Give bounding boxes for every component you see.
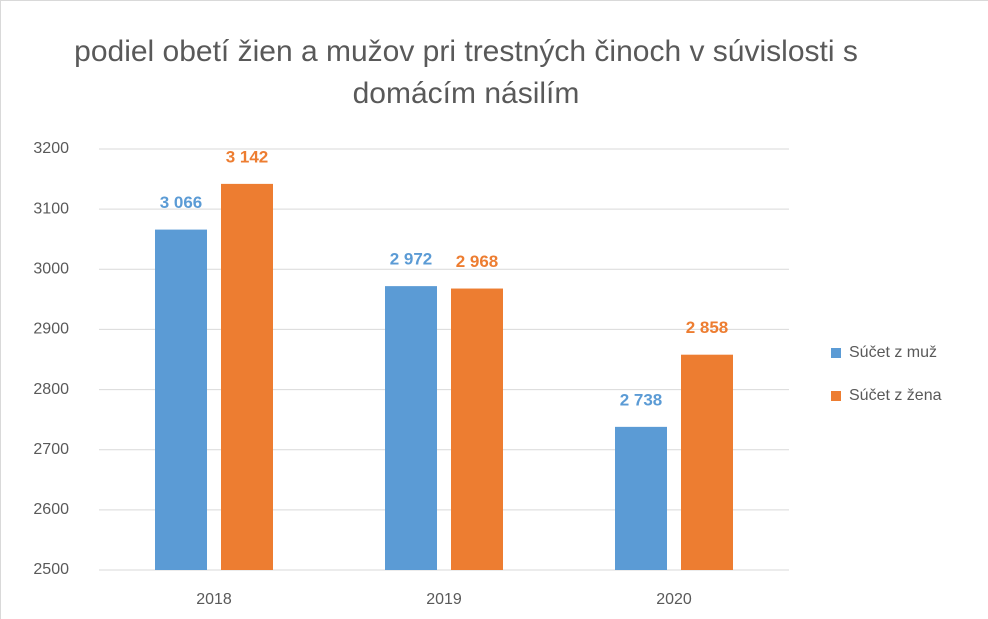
legend-swatch — [831, 348, 841, 358]
y-tick-label: 2800 — [33, 381, 69, 398]
bar — [615, 426, 667, 570]
legend-swatch — [831, 391, 841, 401]
data-label: 3 066 — [160, 193, 203, 212]
bar — [451, 288, 503, 570]
data-label: 2 738 — [620, 390, 663, 409]
y-tick-label: 2900 — [33, 321, 69, 338]
bar — [221, 183, 273, 570]
y-tick-label: 2500 — [33, 561, 69, 578]
y-tick-label: 3100 — [33, 200, 69, 217]
y-tick-label: 3000 — [33, 261, 69, 278]
x-tick-label: 2019 — [426, 591, 462, 608]
data-label: 2 858 — [686, 318, 729, 337]
bar — [155, 229, 207, 570]
y-tick-label: 3200 — [33, 140, 69, 157]
legend-label: Súčet z muž — [849, 344, 937, 361]
chart-title: podiel obetí žien a mužov pri trestných … — [74, 35, 858, 110]
x-tick-label: 2018 — [196, 591, 232, 608]
data-label: 2 968 — [456, 252, 499, 271]
bar — [681, 354, 733, 570]
y-tick-label: 2700 — [33, 441, 69, 458]
legend-label: Súčet z žena — [849, 387, 942, 404]
data-label: 2 972 — [390, 250, 433, 269]
bar — [385, 286, 437, 570]
data-label: 3 142 — [226, 147, 269, 166]
x-tick-label: 2020 — [656, 591, 692, 608]
y-tick-label: 2600 — [33, 501, 69, 518]
